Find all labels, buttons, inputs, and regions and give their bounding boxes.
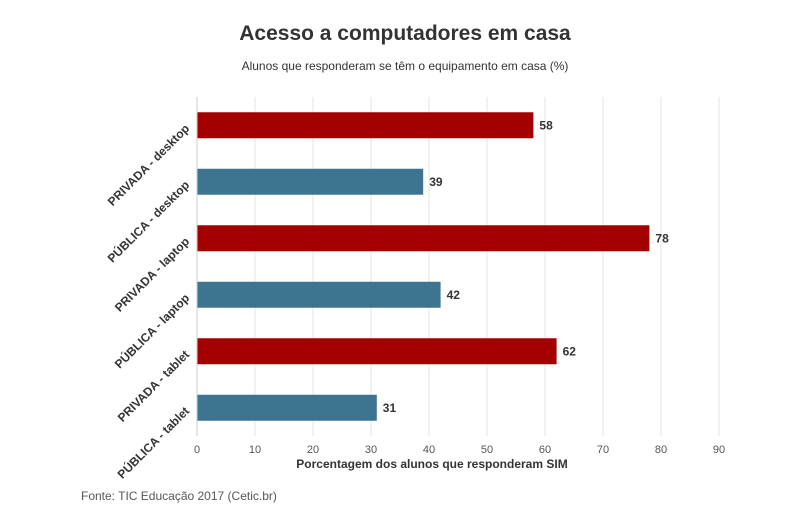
x-tick-label: 60 bbox=[539, 444, 551, 456]
x-tick-label: 70 bbox=[597, 444, 609, 456]
bar bbox=[197, 338, 557, 365]
bar bbox=[197, 394, 377, 421]
bar bbox=[197, 281, 441, 308]
data-label: 39 bbox=[429, 175, 443, 189]
bar bbox=[197, 225, 650, 252]
data-label: 78 bbox=[655, 231, 669, 245]
chart-subtitle: Alunos que responderam se têm o equipame… bbox=[241, 59, 569, 73]
x-axis-title: Porcentagem dos alunos que responderam S… bbox=[296, 457, 567, 471]
data-label: 62 bbox=[563, 344, 577, 358]
x-tick-label: 80 bbox=[655, 444, 667, 456]
x-tick-label: 40 bbox=[423, 444, 435, 456]
chart-title: Acesso a computadores em casa bbox=[239, 22, 571, 45]
bar bbox=[197, 168, 424, 195]
x-tick-label: 20 bbox=[307, 444, 319, 456]
data-label: 31 bbox=[383, 401, 397, 415]
bar bbox=[197, 112, 534, 139]
x-tick-label: 50 bbox=[481, 444, 493, 456]
x-tick-label: 90 bbox=[713, 444, 725, 456]
x-tick-label: 30 bbox=[365, 444, 377, 456]
data-label: 58 bbox=[539, 118, 553, 132]
data-label: 42 bbox=[447, 288, 461, 302]
x-tick-label: 10 bbox=[249, 444, 261, 456]
source-note: Fonte: TIC Educação 2017 (Cetic.br) bbox=[81, 489, 277, 503]
x-tick-label: 0 bbox=[194, 444, 200, 456]
